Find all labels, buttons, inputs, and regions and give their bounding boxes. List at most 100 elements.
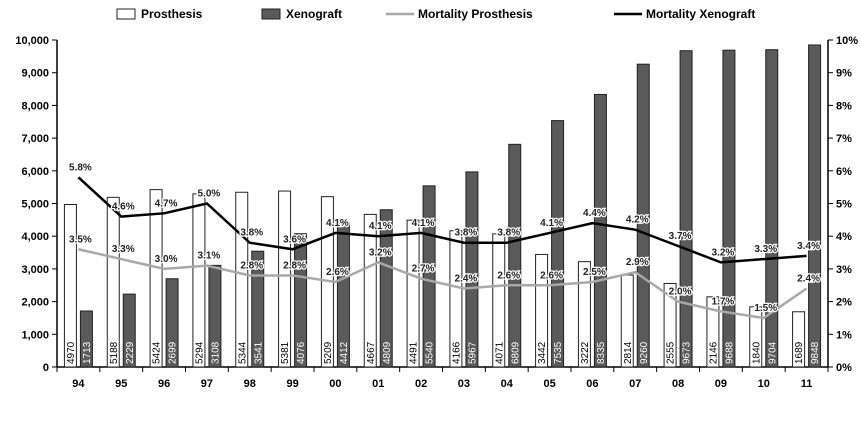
- y-tick-label: 3,000: [21, 264, 49, 276]
- point-label: 2.7%: [412, 264, 435, 275]
- bar-value-label: 2555: [666, 341, 677, 364]
- bar-value-label: 5188: [109, 341, 120, 364]
- bar-value-label: 9848: [810, 341, 821, 364]
- x-tick-label: 07: [629, 378, 641, 390]
- x-tick-label: 99: [286, 378, 298, 390]
- bar-xenograft: [636, 63, 650, 368]
- point-label: 1.5%: [754, 303, 777, 314]
- bar-prosthesis: [106, 196, 120, 368]
- bar-xenograft: [422, 185, 436, 368]
- point-label: 2.4%: [455, 274, 478, 285]
- bar-value-label: 2814: [623, 341, 634, 364]
- bar-prosthesis: [149, 189, 163, 368]
- x-tick-label: 00: [329, 378, 341, 390]
- x-tick-label: 01: [372, 378, 384, 390]
- y-tick-label: 5,000: [21, 199, 49, 211]
- bar-xenograft: [122, 293, 136, 368]
- legend-label: Xenograft: [286, 7, 342, 21]
- bar-xenograft: [465, 171, 479, 368]
- x-tick-label: 96: [158, 378, 170, 390]
- bar-value-label: 9688: [724, 341, 735, 364]
- point-label: 4.1%: [369, 221, 392, 232]
- y-tick-label: 6,000: [21, 166, 49, 178]
- point-label: 2.9%: [626, 257, 649, 268]
- x-tick-label: 02: [415, 378, 427, 390]
- bar-xenograft: [379, 209, 393, 368]
- point-label: 2.4%: [797, 274, 820, 285]
- y2-tick-label: 4%: [836, 231, 852, 243]
- y-tick-label: 10,000: [15, 35, 49, 47]
- point-label: 4.1%: [412, 218, 435, 229]
- bar-value-label: 5344: [237, 341, 248, 364]
- y-tick-label: 7,000: [21, 133, 49, 145]
- point-label: 3.3%: [754, 244, 777, 255]
- y-tick-label: 8,000: [21, 100, 49, 112]
- x-tick-label: 94: [72, 378, 85, 390]
- bar-value-label: 4491: [409, 341, 420, 364]
- point-label: 2.6%: [497, 270, 520, 281]
- bar-value-label: 9260: [639, 341, 650, 364]
- point-label: 3.8%: [497, 228, 520, 239]
- bar-xenograft: [808, 44, 822, 368]
- bar-prosthesis: [792, 311, 806, 368]
- point-label: 2.6%: [326, 267, 349, 278]
- bar-value-label: 5540: [425, 341, 436, 364]
- bar-value-label: 6809: [510, 341, 521, 364]
- bar-value-label: 1713: [82, 341, 93, 364]
- point-label: 2.6%: [540, 270, 563, 281]
- point-label: 5.0%: [198, 189, 221, 200]
- point-label: 3.5%: [69, 234, 92, 245]
- legend-label: Prosthesis: [141, 7, 203, 21]
- bar-value-label: 4809: [382, 341, 393, 364]
- y-tick-label: 4,000: [21, 231, 49, 243]
- bar-value-label: 5967: [467, 341, 478, 364]
- x-tick-label: 03: [458, 378, 470, 390]
- bar-value-label: 5294: [194, 341, 205, 364]
- point-label: 4.1%: [326, 218, 349, 229]
- bar-value-label: 5209: [323, 341, 334, 364]
- legend-swatch: [116, 8, 136, 20]
- bar-prosthesis: [663, 282, 677, 368]
- y-tick-label: 2,000: [21, 297, 49, 309]
- bar-xenograft: [508, 143, 522, 368]
- line-mortality-prosthesis: [78, 248, 808, 320]
- y2-tick-label: 9%: [836, 68, 852, 80]
- y2-tick-label: 5%: [836, 199, 852, 211]
- x-tick-label: 97: [201, 378, 213, 390]
- bar-value-label: 5381: [280, 341, 291, 364]
- bar-xenograft: [722, 49, 736, 368]
- bar-value-label: 2699: [168, 341, 179, 364]
- bar-xenograft: [551, 120, 565, 368]
- y2-tick-label: 8%: [836, 100, 852, 112]
- bar-value-label: 3541: [253, 341, 264, 364]
- bar-value-label: 3108: [210, 341, 221, 364]
- bar-xenograft: [79, 310, 93, 368]
- x-tick-label: 10: [758, 378, 770, 390]
- bar-prosthesis: [449, 230, 463, 368]
- y2-tick-label: 3%: [836, 264, 852, 276]
- x-tick-label: 05: [543, 378, 555, 390]
- point-label: 4.2%: [626, 215, 649, 226]
- point-label: 3.2%: [369, 247, 392, 258]
- bar-prosthesis: [406, 219, 420, 368]
- bar-value-label: 3222: [580, 341, 591, 364]
- bar-prosthesis: [492, 233, 506, 368]
- bar-prosthesis: [535, 253, 549, 368]
- point-label: 3.1%: [198, 251, 221, 262]
- y2-tick-label: 10%: [836, 35, 858, 47]
- bar-prosthesis: [278, 190, 292, 368]
- bar-value-label: 7535: [553, 341, 564, 364]
- bar-prosthesis: [706, 296, 720, 368]
- x-tick-label: 09: [715, 378, 727, 390]
- bar-xenograft: [679, 50, 693, 368]
- point-label: 5.8%: [69, 162, 92, 173]
- bar-prosthesis: [363, 213, 377, 368]
- bar-prosthesis: [749, 306, 763, 368]
- bar-prosthesis: [192, 193, 206, 368]
- x-tick-label: 08: [672, 378, 684, 390]
- legend-label: Mortality Xenograft: [646, 7, 755, 21]
- point-label: 3.4%: [797, 241, 820, 252]
- y2-tick-label: 7%: [836, 133, 852, 145]
- y2-tick-label: 6%: [836, 166, 852, 178]
